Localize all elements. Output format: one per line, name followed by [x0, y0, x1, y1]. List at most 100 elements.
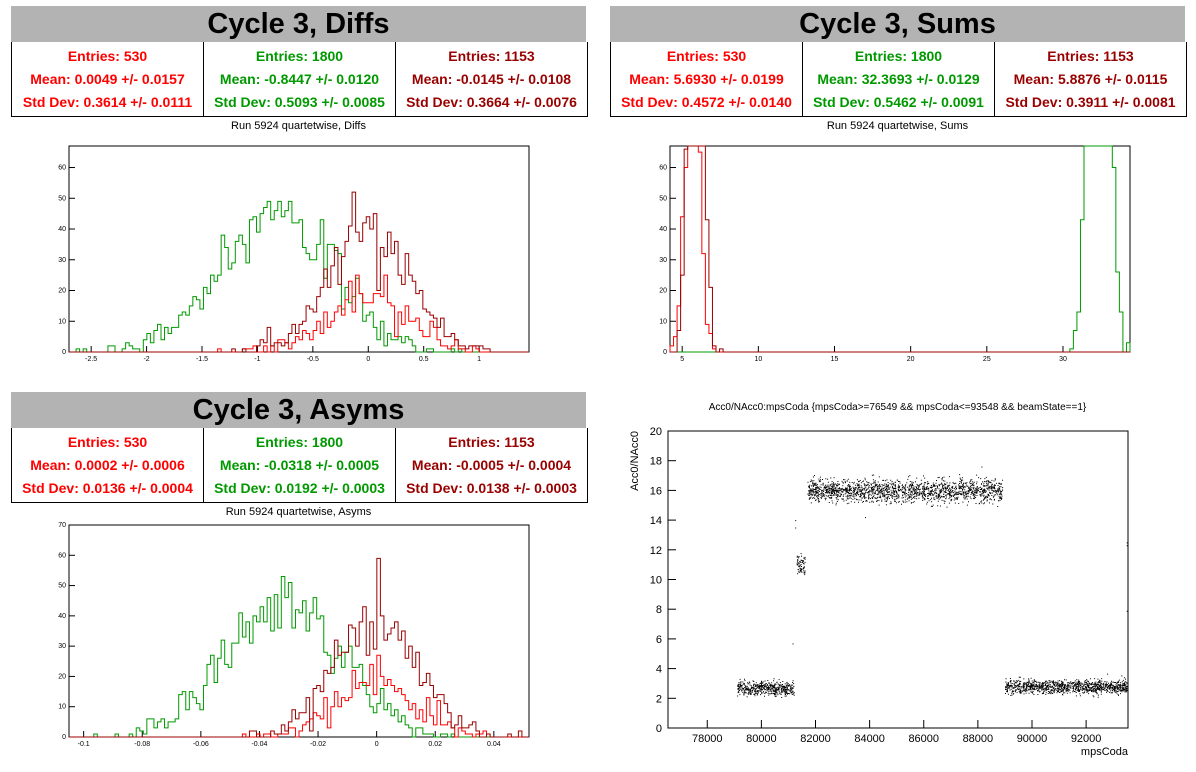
x-tick-label: 5	[680, 356, 684, 363]
y-tick-label: 60	[58, 165, 66, 172]
y-tick-label: 30	[659, 257, 667, 264]
asyms-stats-red: Entries: 530 Mean: 0.0002 +/- 0.0006 Std…	[12, 428, 204, 502]
sums-stats-box: Entries: 530 Mean: 5.6930 +/- 0.0199 Std…	[610, 42, 1187, 117]
diffs-stats-box: Entries: 530 Mean: 0.0049 +/- 0.0157 Std…	[11, 42, 588, 117]
asyms-stats-darkred: Entries: 1153 Mean: -0.0005 +/- 0.0004 S…	[396, 428, 587, 502]
x-tick-label: 88000	[963, 733, 994, 745]
sums-stats-green: Entries: 1800 Mean: 32.3693 +/- 0.0129 S…	[803, 42, 995, 116]
x-tick-label: 0.5	[419, 356, 429, 363]
x-tick-label: 0	[375, 741, 379, 748]
y-tick-label: 50	[58, 583, 66, 590]
x-tick-label: -2	[143, 356, 149, 363]
histogram-series-line	[69, 557, 529, 738]
y-tick-label: 12	[650, 545, 662, 557]
y-tick-label: 40	[58, 226, 66, 233]
stat-mean: Mean: 5.6930 +/- 0.0199	[629, 70, 784, 87]
stat-entries: Entries: 1153	[448, 47, 535, 64]
x-tick-label: -1	[254, 356, 260, 363]
stat-mean: Mean: -0.0005 +/- 0.0004	[411, 456, 572, 473]
x-tick-label: -1.5	[196, 356, 208, 363]
stat-std: Std Dev: 0.0136 +/- 0.0004	[22, 480, 193, 497]
stat-mean: Mean: -0.8447 +/- 0.0120	[219, 70, 380, 87]
y-tick-label: 0	[62, 734, 66, 741]
stat-entries: Entries: 1153	[1047, 47, 1134, 64]
x-tick-label: 20	[907, 356, 915, 363]
stat-mean: Mean: 0.0002 +/- 0.0006	[30, 456, 185, 473]
y-tick-label: 20	[58, 288, 66, 295]
stat-std: Std Dev: 0.4572 +/- 0.0140	[621, 94, 792, 111]
y-tick-label: 50	[58, 195, 66, 202]
stat-std: Std Dev: 0.0138 +/- 0.0003	[406, 480, 577, 497]
x-tick-label: 30	[1059, 356, 1067, 363]
y-tick-label: 40	[659, 226, 667, 233]
stat-entries: Entries: 530	[67, 47, 148, 64]
y-tick-label: 30	[58, 643, 66, 650]
sums-stats-darkred: Entries: 1153 Mean: 5.8876 +/- 0.0115 St…	[995, 42, 1186, 116]
asyms-panel-title: Cycle 3, Asyms	[11, 392, 586, 428]
stat-entries: Entries: 530	[666, 47, 747, 64]
y-tick-label: 14	[650, 515, 662, 527]
x-tick-label: 90000	[1017, 733, 1048, 745]
y-tick-label: 70	[58, 522, 66, 529]
x-tick-label: 1	[477, 356, 481, 363]
diffs-panel-title: Cycle 3, Diffs	[11, 6, 586, 42]
y-tick-label: 16	[650, 485, 662, 497]
y-tick-label: 18	[650, 456, 662, 468]
x-tick-label: -0.06	[193, 741, 209, 748]
diffs-stats-green: Entries: 1800 Mean: -0.8447 +/- 0.0120 S…	[204, 42, 396, 116]
x-tick-label: 84000	[854, 733, 885, 745]
x-tick-label: 80000	[746, 733, 777, 745]
histogram-series-line	[670, 145, 1130, 353]
stat-mean: Mean: -0.0318 +/- 0.0005	[219, 456, 380, 473]
stat-entries: Entries: 1153	[448, 433, 535, 450]
histogram-series-line	[669, 145, 1130, 353]
stat-mean: Mean: 32.3693 +/- 0.0129	[817, 70, 980, 87]
y-tick-label: 10	[650, 575, 662, 587]
x-tick-label: 25	[983, 356, 991, 363]
y-tick-label: 10	[58, 704, 66, 711]
stat-entries: Entries: 530	[67, 433, 148, 450]
histogram-series-line	[69, 191, 529, 353]
stat-std: Std Dev: 0.5093 +/- 0.0085	[214, 94, 385, 111]
histogram-series-line	[69, 274, 529, 353]
y-tick-label: 20	[659, 288, 667, 295]
stat-entries: Entries: 1800	[255, 433, 344, 450]
x-tick-label: 82000	[800, 733, 831, 745]
y-tick-label: 0	[62, 349, 66, 356]
x-tick-label: 0.02	[428, 741, 442, 748]
stat-mean: Mean: 5.8876 +/- 0.0115	[1013, 70, 1168, 87]
y-tick-label: 30	[58, 257, 66, 264]
y-tick-label: 60	[659, 165, 667, 172]
stat-std: Std Dev: 0.5462 +/- 0.0091	[813, 94, 984, 111]
plot-frame	[68, 524, 530, 738]
diffs-stats-darkred: Entries: 1153 Mean: -0.0145 +/- 0.0108 S…	[396, 42, 587, 116]
histogram-series-line	[670, 145, 1131, 353]
stat-std: Std Dev: 0.0192 +/- 0.0003	[214, 480, 385, 497]
y-tick-label: 20	[58, 673, 66, 680]
y-tick-label: 8	[656, 604, 662, 616]
y-tick-label: 40	[58, 613, 66, 620]
asyms-stats-green: Entries: 1800 Mean: -0.0318 +/- 0.0005 S…	[204, 428, 396, 502]
y-tick-label: 4	[656, 664, 662, 676]
diffs-stats-red: Entries: 530 Mean: 0.0049 +/- 0.0157 Std…	[12, 42, 204, 116]
x-tick-label: -0.08	[134, 741, 150, 748]
x-tick-label: 86000	[908, 733, 939, 745]
y-tick-label: 20	[650, 426, 662, 438]
x-tick-label: 78000	[692, 733, 723, 745]
stat-std: Std Dev: 0.3911 +/- 0.0081	[1005, 94, 1176, 111]
histogram-series-line	[69, 575, 529, 738]
x-tick-label: -2.5	[85, 356, 97, 363]
scatter-plot-title: Acc0/NAcc0:mpsCoda {mpsCoda>=76549 && mp…	[708, 402, 1087, 413]
y-tick-label: 6	[656, 634, 662, 646]
x-tick-label: -0.02	[310, 741, 326, 748]
x-tick-label: -0.5	[307, 356, 319, 363]
y-tick-label: 10	[58, 318, 66, 325]
x-tick-label: 10	[754, 356, 762, 363]
sums-stats-red: Entries: 530 Mean: 5.6930 +/- 0.0199 Std…	[611, 42, 803, 116]
y-tick-label: 10	[659, 318, 667, 325]
plot-frame	[669, 145, 1131, 353]
stat-std: Std Dev: 0.3614 +/- 0.0111	[22, 94, 193, 111]
y-tick-label: 0	[663, 349, 667, 356]
y-axis-label: Acc0/NAcc0	[629, 431, 641, 491]
plot-frame	[68, 145, 530, 353]
